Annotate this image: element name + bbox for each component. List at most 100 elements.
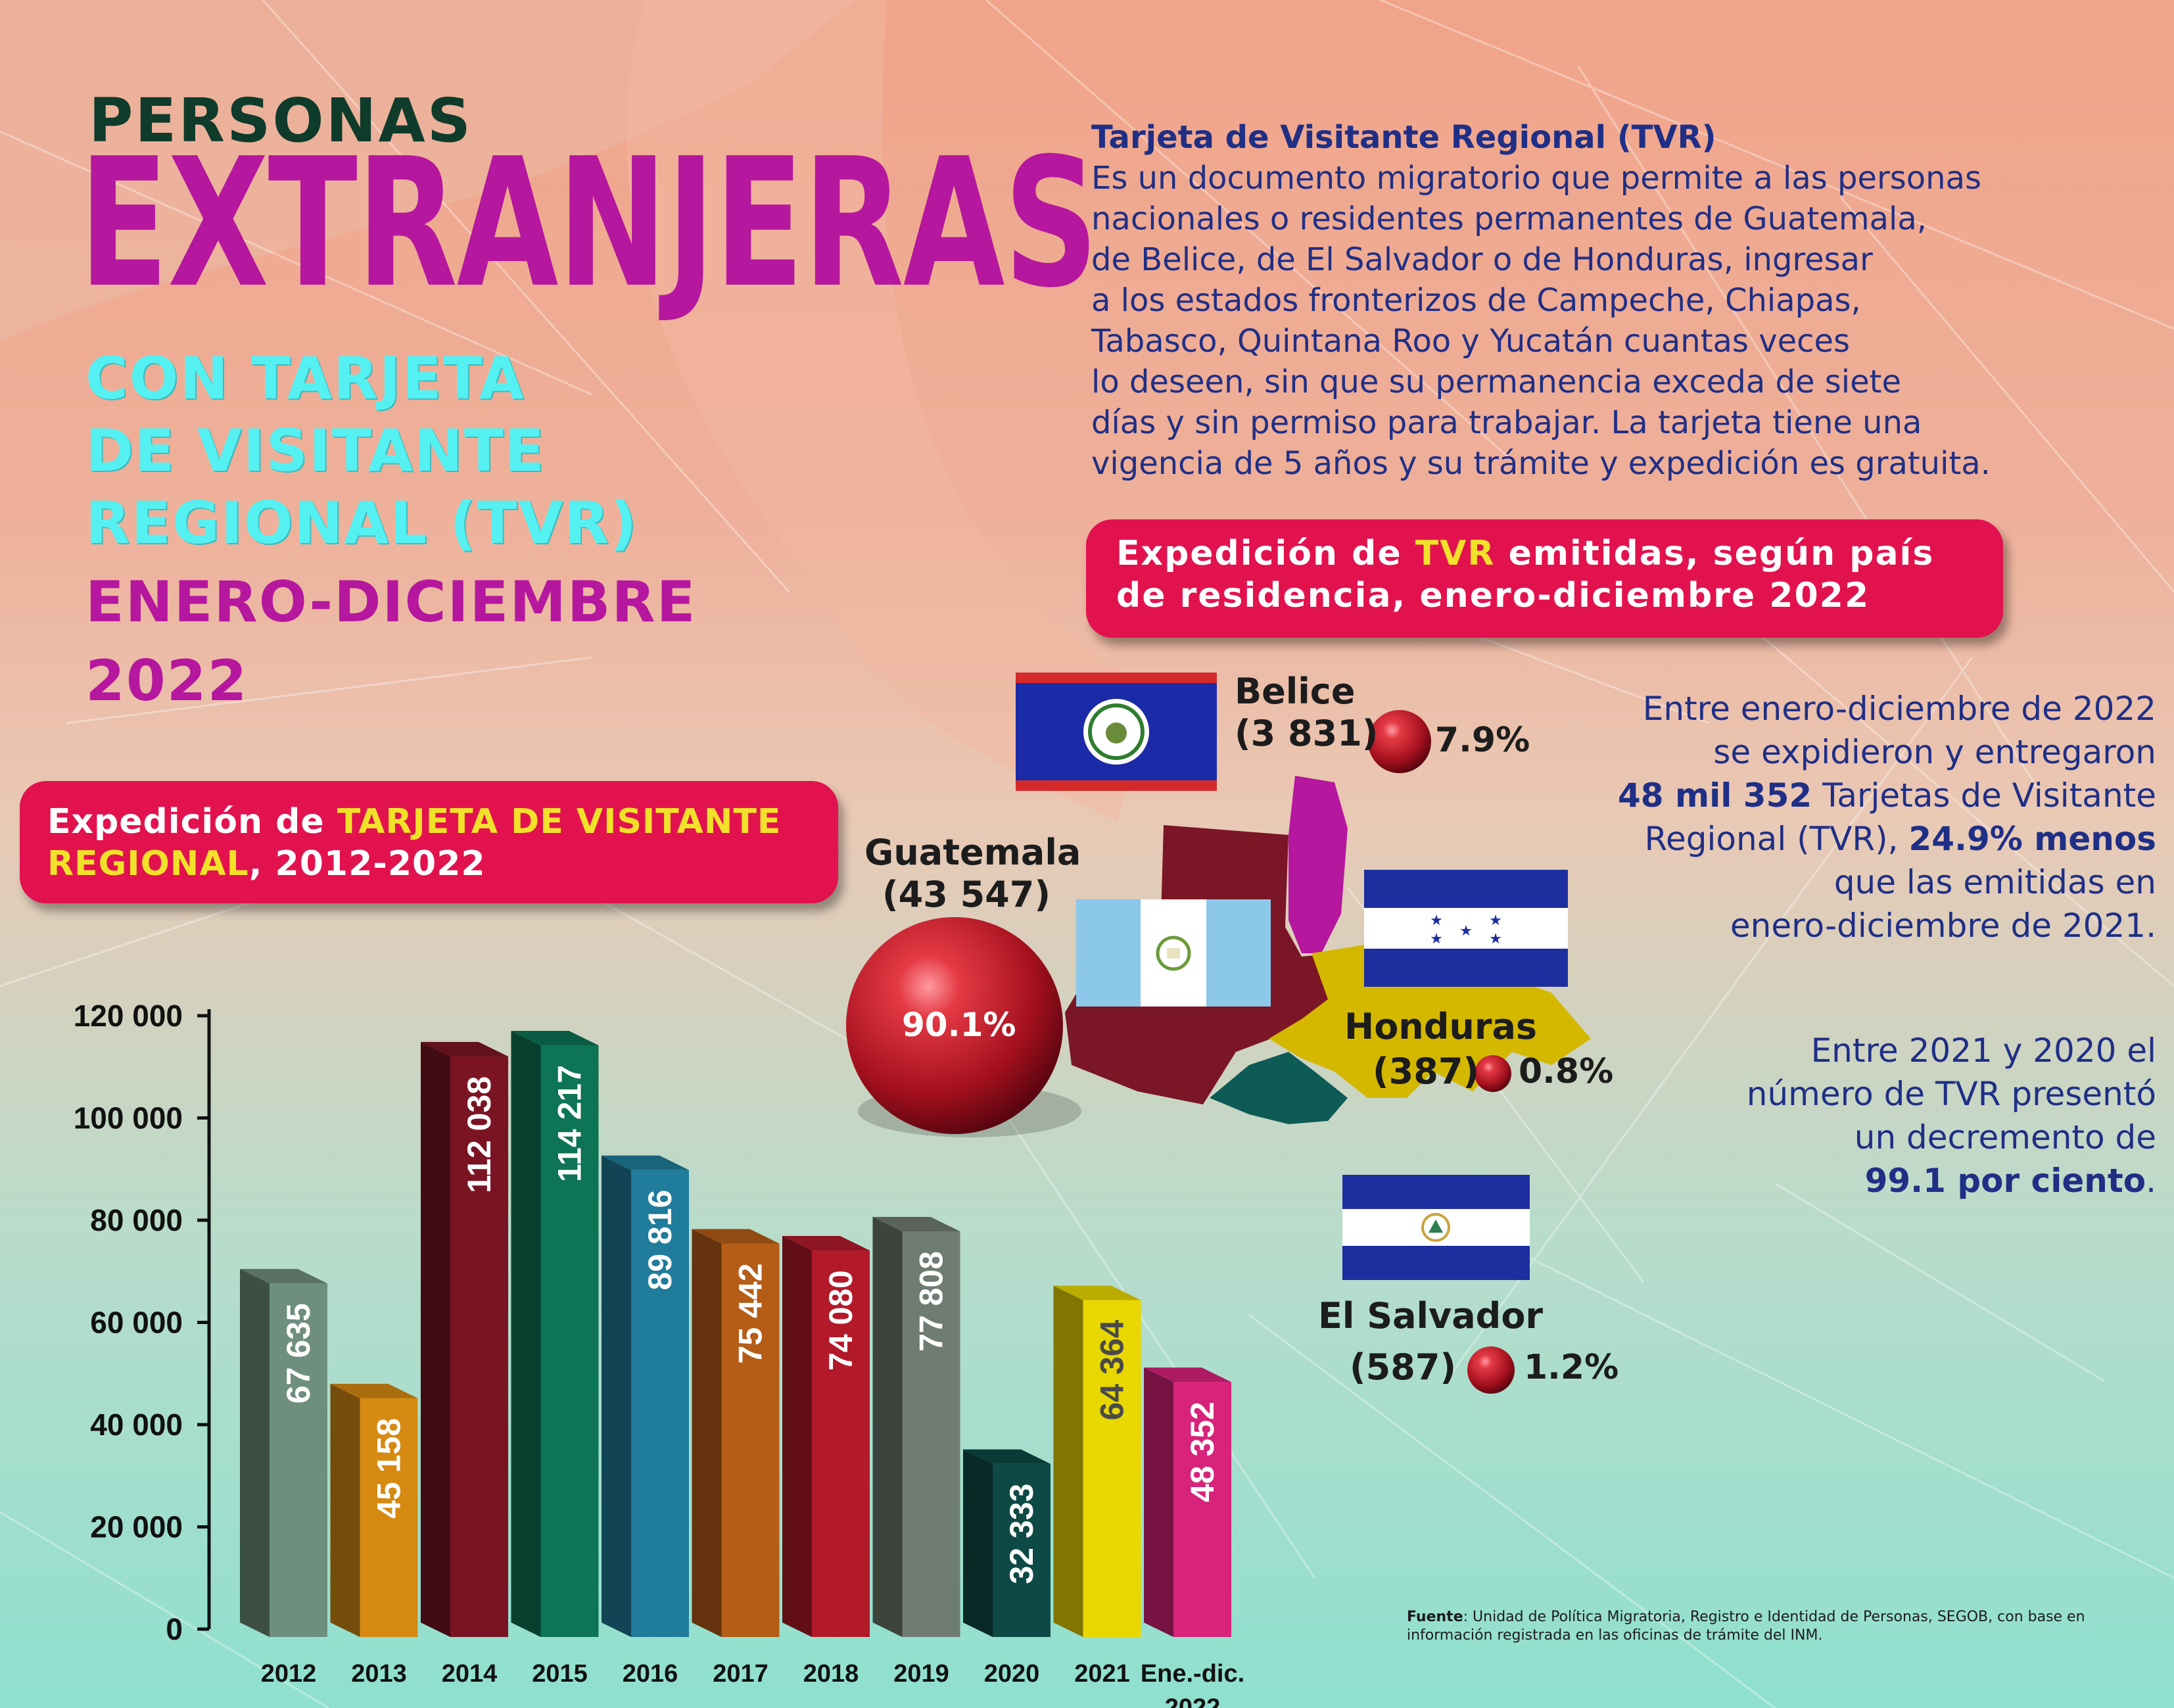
y-tick-label: 40 000 (90, 1408, 183, 1442)
bar-front (540, 1045, 599, 1637)
x-tick-label: Ene.-dic. (1141, 1660, 1244, 1688)
x-tick-label: 2013 (351, 1660, 407, 1688)
y-tick-label: 20 000 (90, 1510, 183, 1544)
bar-value-label: 67 635 (280, 1303, 317, 1404)
guatemala-pct: 90.1% (902, 1006, 1016, 1044)
summary-text-1: Entre enero-diciembre de 2022 se expidie… (1565, 687, 2156, 947)
bar-front (721, 1243, 780, 1637)
y-tick-label: 60 000 (90, 1306, 183, 1340)
chart-banner-highlight-2: REGIONAL (47, 844, 249, 884)
bar-value-label: 48 352 (1184, 1402, 1221, 1502)
bar-value-label: 77 808 (913, 1251, 950, 1352)
bar-value-label: 75 442 (732, 1263, 769, 1364)
source-label: Fuente (1407, 1609, 1463, 1625)
bar-side (240, 1269, 270, 1637)
x-tick-label: 2018 (803, 1660, 859, 1688)
summary-2-line: número de TVR presentó (1746, 1075, 2156, 1113)
description-heading: Tarjeta de Visitante Regional (TVR) (1091, 119, 1716, 156)
bar-top (421, 1041, 508, 1056)
summary-2-bold: 99.1 por ciento (1864, 1162, 2146, 1200)
bar-front (993, 1463, 1051, 1637)
x-tick-label: 2017 (713, 1660, 768, 1688)
bar-value-label: 74 080 (822, 1270, 859, 1371)
source-note: Fuente: Unidad de Política Migratoria, R… (1407, 1608, 2163, 1645)
y-tick-label: 100 000 (74, 1101, 183, 1135)
summary-1-line: Regional (TVR), (1644, 820, 1909, 858)
summary-2-line: Entre 2021 y 2020 el (1810, 1032, 2156, 1070)
guatemala-name: Guatemala (864, 832, 1081, 873)
honduras-flag-icon: ★ ★ ★ ★ ★ (1364, 870, 1568, 987)
summary-text-2: Entre 2021 y 2020 el número de TVR prese… (1565, 1029, 2156, 1202)
bar-top (1144, 1367, 1231, 1383)
description-line: a los estados fronterizos de Campeche, C… (1091, 282, 1861, 319)
belize-name: Belice (1235, 671, 1356, 712)
bar: 74 080 (782, 1236, 870, 1637)
x-tick-label: 2019 (893, 1660, 949, 1688)
summary-1-line: que las emitidas en (1833, 863, 2156, 901)
summary-1-line: se expidieron y entregaron (1713, 733, 2156, 771)
title-line-4: DE VISITANTE (85, 417, 546, 485)
title-line-2: EXTRANJERAS (79, 120, 1099, 327)
bar-side (421, 1041, 450, 1637)
bar-top (511, 1030, 599, 1045)
bar-side (872, 1217, 903, 1637)
bar: 77 808 (872, 1217, 960, 1637)
bar-front (631, 1170, 689, 1637)
bar-value-label: 114 217 (552, 1065, 588, 1182)
bar: 112 038 (421, 1041, 508, 1637)
x-tick-label: 2012 (261, 1660, 317, 1688)
bar-front (450, 1056, 508, 1637)
guatemala-label: Guatemala (43 547) (864, 832, 1081, 916)
description-line: vigencia de 5 años y su trámite y expedi… (1091, 445, 1991, 482)
bar-front (1173, 1382, 1231, 1637)
bar-side (602, 1155, 631, 1637)
bar-side (330, 1383, 360, 1637)
bar-side (511, 1030, 541, 1637)
bar-front (360, 1398, 418, 1637)
x-tick-label: 2020 (984, 1660, 1040, 1688)
bar-front (270, 1283, 327, 1637)
bar-side (1053, 1285, 1083, 1637)
svg-text:★: ★ (1459, 923, 1473, 939)
description-line: días y sin permiso para trabajar. La tar… (1091, 404, 1922, 441)
bar-top (782, 1236, 870, 1251)
bar: 64 364 (1053, 1285, 1141, 1637)
bar-value-label: 64 364 (1094, 1319, 1131, 1420)
bar: 32 333 (963, 1449, 1051, 1637)
bar-top (602, 1155, 689, 1170)
guatemala-flag-icon (1076, 899, 1271, 1007)
bar-side (963, 1449, 993, 1637)
map-banner-highlight: TVR (1415, 534, 1496, 573)
x-tick-label: 2021 (1074, 1660, 1130, 1688)
bar-side (692, 1229, 722, 1637)
summary-1-bold: 24.9% menos (1908, 820, 2156, 858)
title-line-7: 2022 (85, 648, 248, 714)
bar-value-label: 45 158 (371, 1418, 408, 1519)
title-line-6: ENERO-DICIEMBRE (85, 569, 697, 635)
belize-label: Belice (3 831) (1235, 671, 1378, 755)
bar-top (330, 1383, 418, 1398)
description-line: de Belice, de El Salvador o de Honduras,… (1091, 241, 1873, 278)
bar-side (782, 1236, 812, 1637)
bar-top (1053, 1285, 1141, 1300)
bar-side (1144, 1367, 1173, 1637)
svg-text:★: ★ (1430, 931, 1443, 947)
bar-front (1083, 1300, 1141, 1637)
svg-text:★: ★ (1489, 931, 1502, 947)
title-line-3: CON TARJETA (85, 344, 525, 412)
summary-1-line: Tarjetas de Visitante (1812, 776, 2156, 815)
x-tick-label: 2015 (532, 1660, 588, 1688)
el-salvador-pct: 1.2% (1524, 1348, 1619, 1387)
x-tick-label: 2016 (623, 1660, 678, 1688)
title-line-5: REGIONAL (TVR) (85, 489, 638, 557)
map-banner-line2: de residencia, enero-diciembre 2022 (1116, 576, 1870, 615)
bar: 48 352 (1144, 1367, 1231, 1637)
x-tick-label: 2014 (442, 1660, 498, 1688)
chart-banner-pre: Expedición de (47, 802, 337, 842)
belize-count: (3 831) (1235, 713, 1379, 754)
chart-banner-post: , 2012-2022 (248, 844, 486, 884)
y-tick-label: 80 000 (90, 1203, 183, 1237)
bar: 89 816 (602, 1155, 689, 1637)
chart-banner-highlight-1: TARJETA DE VISITANTE (337, 802, 782, 842)
el-salvador-flag-icon (1342, 1175, 1530, 1280)
